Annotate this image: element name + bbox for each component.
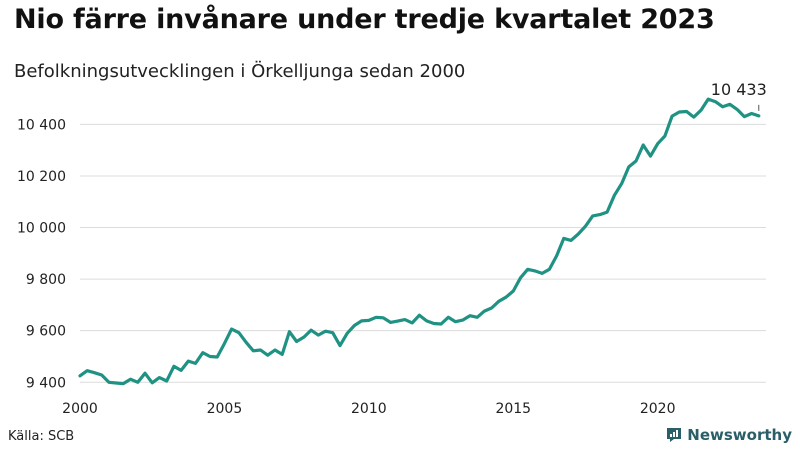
x-axis: 2000 2005 2010 2015 2020: [62, 401, 675, 417]
y-tick-label: 9 400: [26, 375, 66, 391]
chart-title: Nio färre invånare under tredje kvartale…: [14, 4, 715, 35]
y-tick-label: 10 200: [17, 169, 66, 185]
brand-logo[interactable]: Newsworthy: [665, 426, 792, 444]
y-axis: 9 400 9 600 9 800 10 000 10 200 10 400: [17, 117, 66, 391]
chart-subtitle: Befolkningsutvecklingen i Örkelljunga se…: [14, 61, 466, 82]
x-tick-label: 2005: [207, 401, 243, 417]
x-tick-label: 2000: [62, 401, 98, 417]
newsworthy-logo-icon: [667, 428, 682, 442]
brand-name: Newsworthy: [687, 426, 792, 444]
x-tick-label: 2010: [351, 401, 387, 417]
annotation-label: 10 433: [711, 80, 767, 99]
y-tick-label: 10 000: [17, 221, 66, 237]
x-tick-label: 2015: [495, 401, 531, 417]
x-tick-label: 2020: [640, 401, 676, 417]
y-tick-label: 10 400: [17, 117, 66, 133]
grid-lines: [80, 123, 766, 383]
y-tick-label: 9 600: [26, 324, 66, 340]
source-note: Källa: SCB: [8, 429, 75, 444]
y-tick-label: 9 800: [26, 272, 66, 288]
population-series-line: [78, 97, 761, 386]
